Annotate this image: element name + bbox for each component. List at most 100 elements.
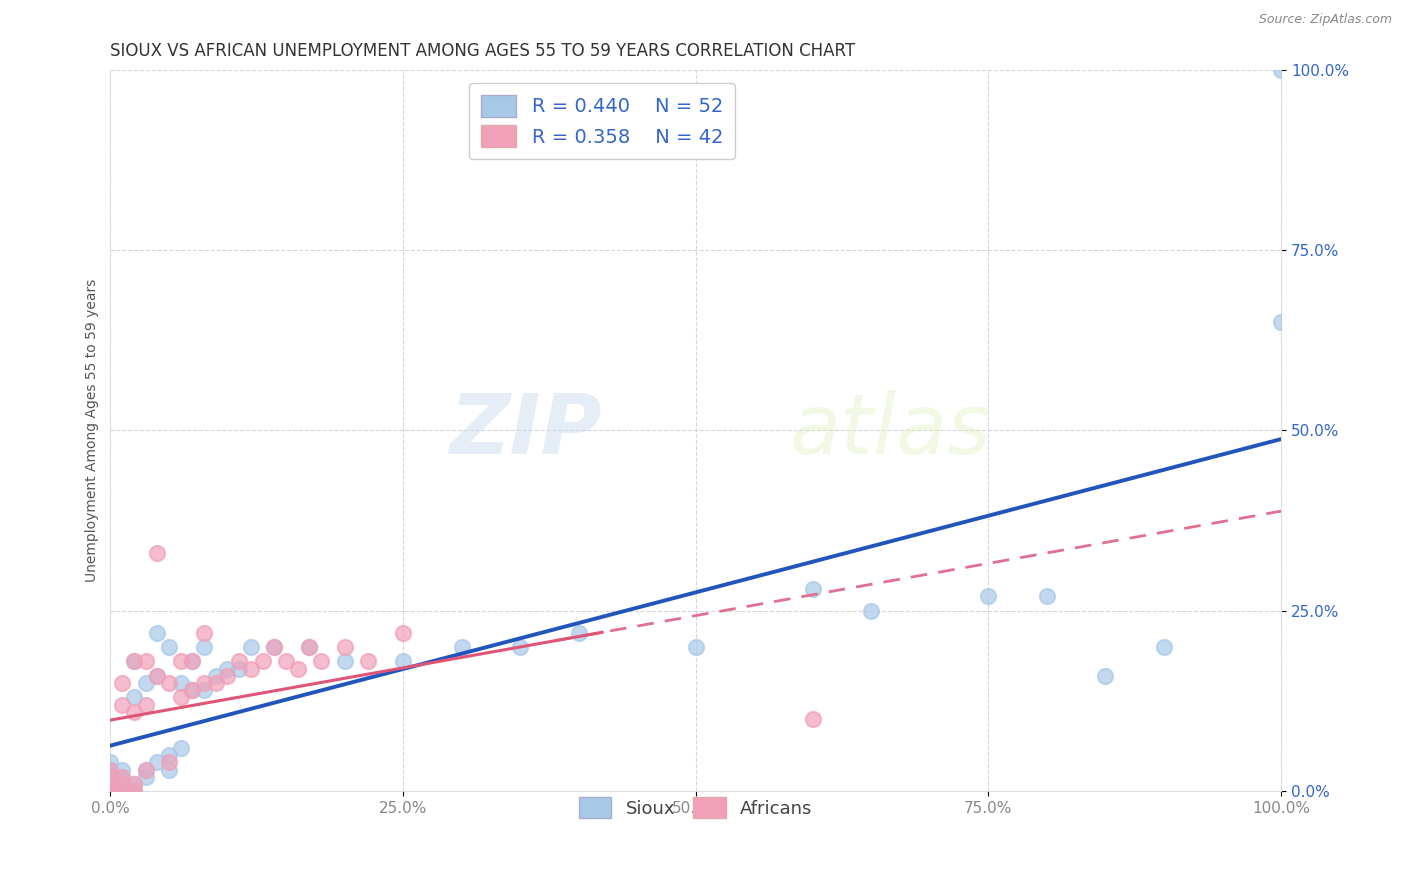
Point <box>204 676 226 690</box>
Point <box>100 777 122 791</box>
Point <box>333 640 356 654</box>
Point <box>801 712 824 726</box>
Point <box>111 777 134 791</box>
Point <box>135 654 157 668</box>
Point <box>1270 315 1292 329</box>
Point <box>193 640 215 654</box>
Point <box>239 640 262 654</box>
Point <box>135 698 157 712</box>
Point <box>193 676 215 690</box>
Point <box>111 698 134 712</box>
Point <box>100 770 122 784</box>
Point <box>111 784 134 798</box>
Point <box>204 669 226 683</box>
Point <box>309 654 332 668</box>
Text: SIOUX VS AFRICAN UNEMPLOYMENT AMONG AGES 55 TO 59 YEARS CORRELATION CHART: SIOUX VS AFRICAN UNEMPLOYMENT AMONG AGES… <box>111 42 855 60</box>
Point <box>100 784 122 798</box>
Point <box>122 784 145 798</box>
Point <box>1036 590 1059 604</box>
Point <box>111 676 134 690</box>
Point <box>298 640 321 654</box>
Point <box>100 770 122 784</box>
Point <box>274 654 297 668</box>
Point <box>135 770 157 784</box>
Point <box>181 654 204 668</box>
Point <box>157 640 180 654</box>
Point <box>100 784 122 798</box>
Point <box>122 784 145 798</box>
Point <box>685 640 707 654</box>
Point <box>111 770 134 784</box>
Point <box>100 784 122 798</box>
Point <box>146 625 169 640</box>
Point <box>392 625 415 640</box>
Point <box>298 640 321 654</box>
Point <box>100 763 122 777</box>
Point <box>217 662 239 676</box>
Point <box>181 683 204 698</box>
Point <box>1270 62 1292 77</box>
Point <box>217 669 239 683</box>
Point <box>1153 640 1175 654</box>
Point <box>100 777 122 791</box>
Point <box>146 546 169 560</box>
Point <box>357 654 380 668</box>
Point <box>111 763 134 777</box>
Y-axis label: Unemployment Among Ages 55 to 59 years: Unemployment Among Ages 55 to 59 years <box>86 279 100 582</box>
Point <box>100 777 122 791</box>
Point <box>111 784 134 798</box>
Point <box>146 669 169 683</box>
Point <box>287 662 309 676</box>
Point <box>135 763 157 777</box>
Point <box>100 784 122 798</box>
Point <box>122 690 145 705</box>
Point <box>169 690 191 705</box>
Point <box>157 676 180 690</box>
Point <box>193 625 215 640</box>
Point <box>263 640 285 654</box>
Point <box>122 654 145 668</box>
Point <box>135 763 157 777</box>
Point <box>263 640 285 654</box>
Point <box>228 662 250 676</box>
Point <box>169 741 191 756</box>
Point <box>122 654 145 668</box>
Point <box>392 654 415 668</box>
Text: Source: ZipAtlas.com: Source: ZipAtlas.com <box>1258 13 1392 27</box>
Point <box>100 784 122 798</box>
Point <box>568 625 591 640</box>
Point <box>100 784 122 798</box>
Point <box>100 763 122 777</box>
Legend: Sioux, Africans: Sioux, Africans <box>572 790 820 826</box>
Point <box>509 640 531 654</box>
Text: ZIP: ZIP <box>450 390 602 471</box>
Point <box>977 590 1000 604</box>
Point <box>111 784 134 798</box>
Point <box>111 777 134 791</box>
Point <box>860 604 883 618</box>
Point <box>111 770 134 784</box>
Point <box>100 756 122 770</box>
Point <box>239 662 262 676</box>
Point <box>193 683 215 698</box>
Point <box>146 669 169 683</box>
Point <box>181 654 204 668</box>
Point <box>169 676 191 690</box>
Point <box>169 654 191 668</box>
Point <box>122 705 145 719</box>
Point <box>146 756 169 770</box>
Point <box>228 654 250 668</box>
Point <box>450 640 472 654</box>
Point <box>181 683 204 698</box>
Point <box>333 654 356 668</box>
Point <box>122 777 145 791</box>
Point <box>252 654 274 668</box>
Point <box>122 777 145 791</box>
Text: atlas: atlas <box>789 390 991 471</box>
Point <box>135 676 157 690</box>
Point <box>1094 669 1116 683</box>
Point <box>157 748 180 763</box>
Point <box>157 763 180 777</box>
Point <box>157 756 180 770</box>
Point <box>801 582 824 597</box>
